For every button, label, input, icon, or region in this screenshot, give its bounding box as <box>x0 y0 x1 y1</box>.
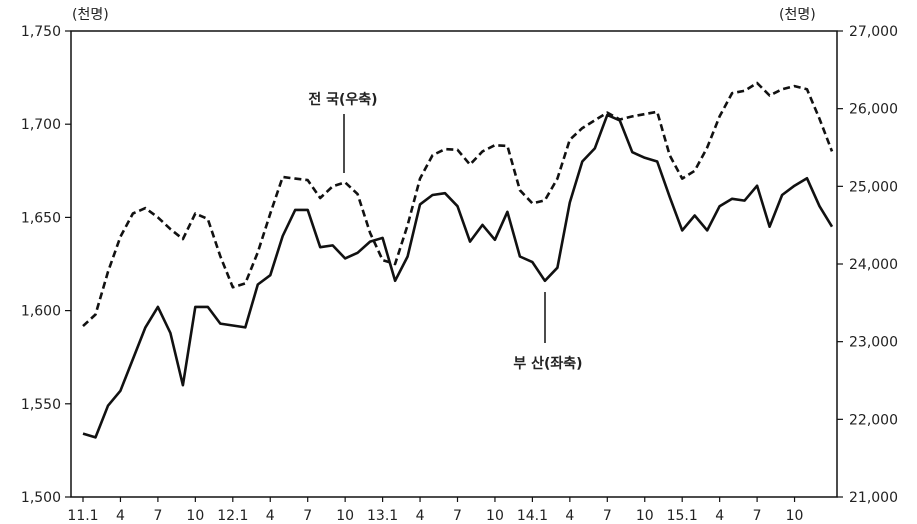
x-tick-label: 4 <box>715 508 724 524</box>
left-tick-label: 1,500 <box>21 490 61 506</box>
series-layer <box>82 81 834 439</box>
left-axis-unit: (천명) <box>72 7 109 23</box>
x-tick-label: 13.1 <box>367 508 398 524</box>
x-tick-label: 10 <box>636 508 654 524</box>
busan-series-label: 부 산(좌축) <box>513 355 582 372</box>
left-tick-label: 1,600 <box>21 304 61 320</box>
left-tick-label: 1,550 <box>21 397 61 413</box>
busan-series-line <box>82 113 834 439</box>
left-tick-label: 1,750 <box>21 24 61 40</box>
right-tick-label: 23,000 <box>849 335 898 351</box>
x-tick-label: 14.1 <box>517 508 548 524</box>
x-tick-label: 7 <box>603 508 612 524</box>
x-tick-label: 10 <box>486 508 504 524</box>
left-tick-label: 1,700 <box>21 117 61 133</box>
x-tick-label: 10 <box>786 508 804 524</box>
right-axis-unit: (천명) <box>779 7 816 23</box>
right-tick-label: 27,000 <box>849 24 898 40</box>
x-tick-label: 10 <box>186 508 204 524</box>
x-axis-ticks: 11.1 4 7 10 12.1 4 7 10 13.1 4 7 10 14.1 4 7 10 15.1 4 7 10 <box>67 497 803 524</box>
x-tick-label: 7 <box>303 508 312 524</box>
plot-frame <box>70 30 838 498</box>
right-tick-label: 24,000 <box>849 257 898 273</box>
x-tick-label: 11.1 <box>67 508 98 524</box>
x-tick-label: 4 <box>116 508 125 524</box>
x-tick-label: 4 <box>565 508 574 524</box>
x-tick-label: 7 <box>153 508 162 524</box>
x-tick-label: 10 <box>336 508 354 524</box>
annotations: 전 국(우축) 부 산(좌축) <box>308 91 582 372</box>
x-tick-label: 15.1 <box>667 508 698 524</box>
national-series-line <box>82 81 834 328</box>
left-tick-label: 1,650 <box>21 210 61 226</box>
right-tick-label: 21,000 <box>849 490 898 506</box>
right-axis-ticks: 21,000 22,000 23,000 24,000 25,000 26,000 27,0… <box>837 24 898 506</box>
x-tick-label: 7 <box>453 508 462 524</box>
national-series-label: 전 국(우축) <box>308 91 377 108</box>
x-tick-label: 4 <box>266 508 275 524</box>
right-tick-label: 22,000 <box>849 412 898 428</box>
x-tick-label: 12.1 <box>217 508 248 524</box>
right-tick-label: 26,000 <box>849 102 898 118</box>
x-tick-label: 7 <box>753 508 762 524</box>
right-tick-label: 25,000 <box>849 179 898 195</box>
x-tick-label: 4 <box>416 508 425 524</box>
left-axis-ticks: 1,500 1,550 1,600 1,650 1,700 1,750 <box>21 24 71 506</box>
